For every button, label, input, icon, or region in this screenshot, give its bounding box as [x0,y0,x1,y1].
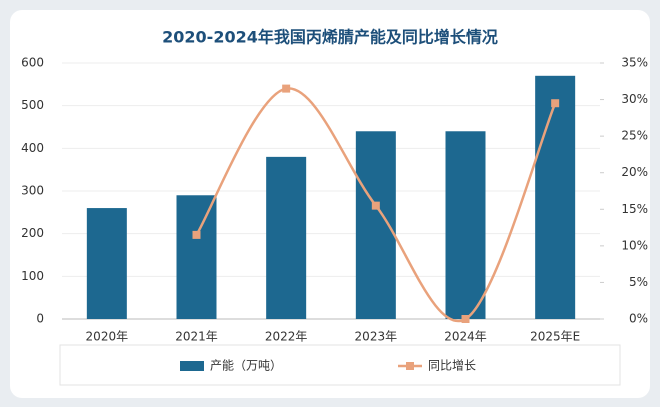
y-tick-label: 300 [21,184,44,198]
bar [535,75,576,319]
legend-box [59,344,621,386]
x-tick-label: 2021年 [175,330,218,344]
y2-tick-label: 20% [621,165,648,179]
marker [192,230,201,239]
y2-tick-label: 30% [621,92,648,106]
x-tick-label: 2020年 [86,330,129,344]
y-tick-label: 400 [21,141,44,155]
bar [86,208,127,319]
x-tick-label: 2022年 [265,330,308,344]
legend-label: 产能（万吨） [210,359,282,373]
x-tick-label: 2024年 [444,330,487,344]
marker [371,201,380,210]
chart-title: 2020-2024年我国丙烯腈产能及同比增长情况 [162,28,498,47]
marker [282,84,291,93]
y2-tick-label: 0% [629,312,648,326]
y2-tick-label: 25% [621,129,648,143]
marker [461,315,470,323]
y2-tick-label: 10% [621,238,648,252]
bar [176,195,217,319]
y2-tick-label: 15% [621,202,648,216]
y-tick-label: 0 [36,312,44,326]
x-tick-label: 2023年 [355,330,398,344]
y-tick-label: 100 [21,269,44,283]
y2-tick-label: 35% [621,56,648,70]
legend-swatch [180,361,204,371]
bar [445,131,486,319]
marker [551,99,560,108]
y2-tick-label: 5% [629,275,648,289]
y-tick-label: 200 [21,226,44,240]
y-tick-label: 500 [21,98,44,112]
line [195,87,557,323]
legend-label: 同比增长 [428,359,476,373]
bar [266,156,307,319]
panel [10,10,650,398]
x-tick-label: 2025年E [530,330,580,344]
y-tick-label: 600 [21,56,44,70]
legend-swatch [406,362,414,370]
